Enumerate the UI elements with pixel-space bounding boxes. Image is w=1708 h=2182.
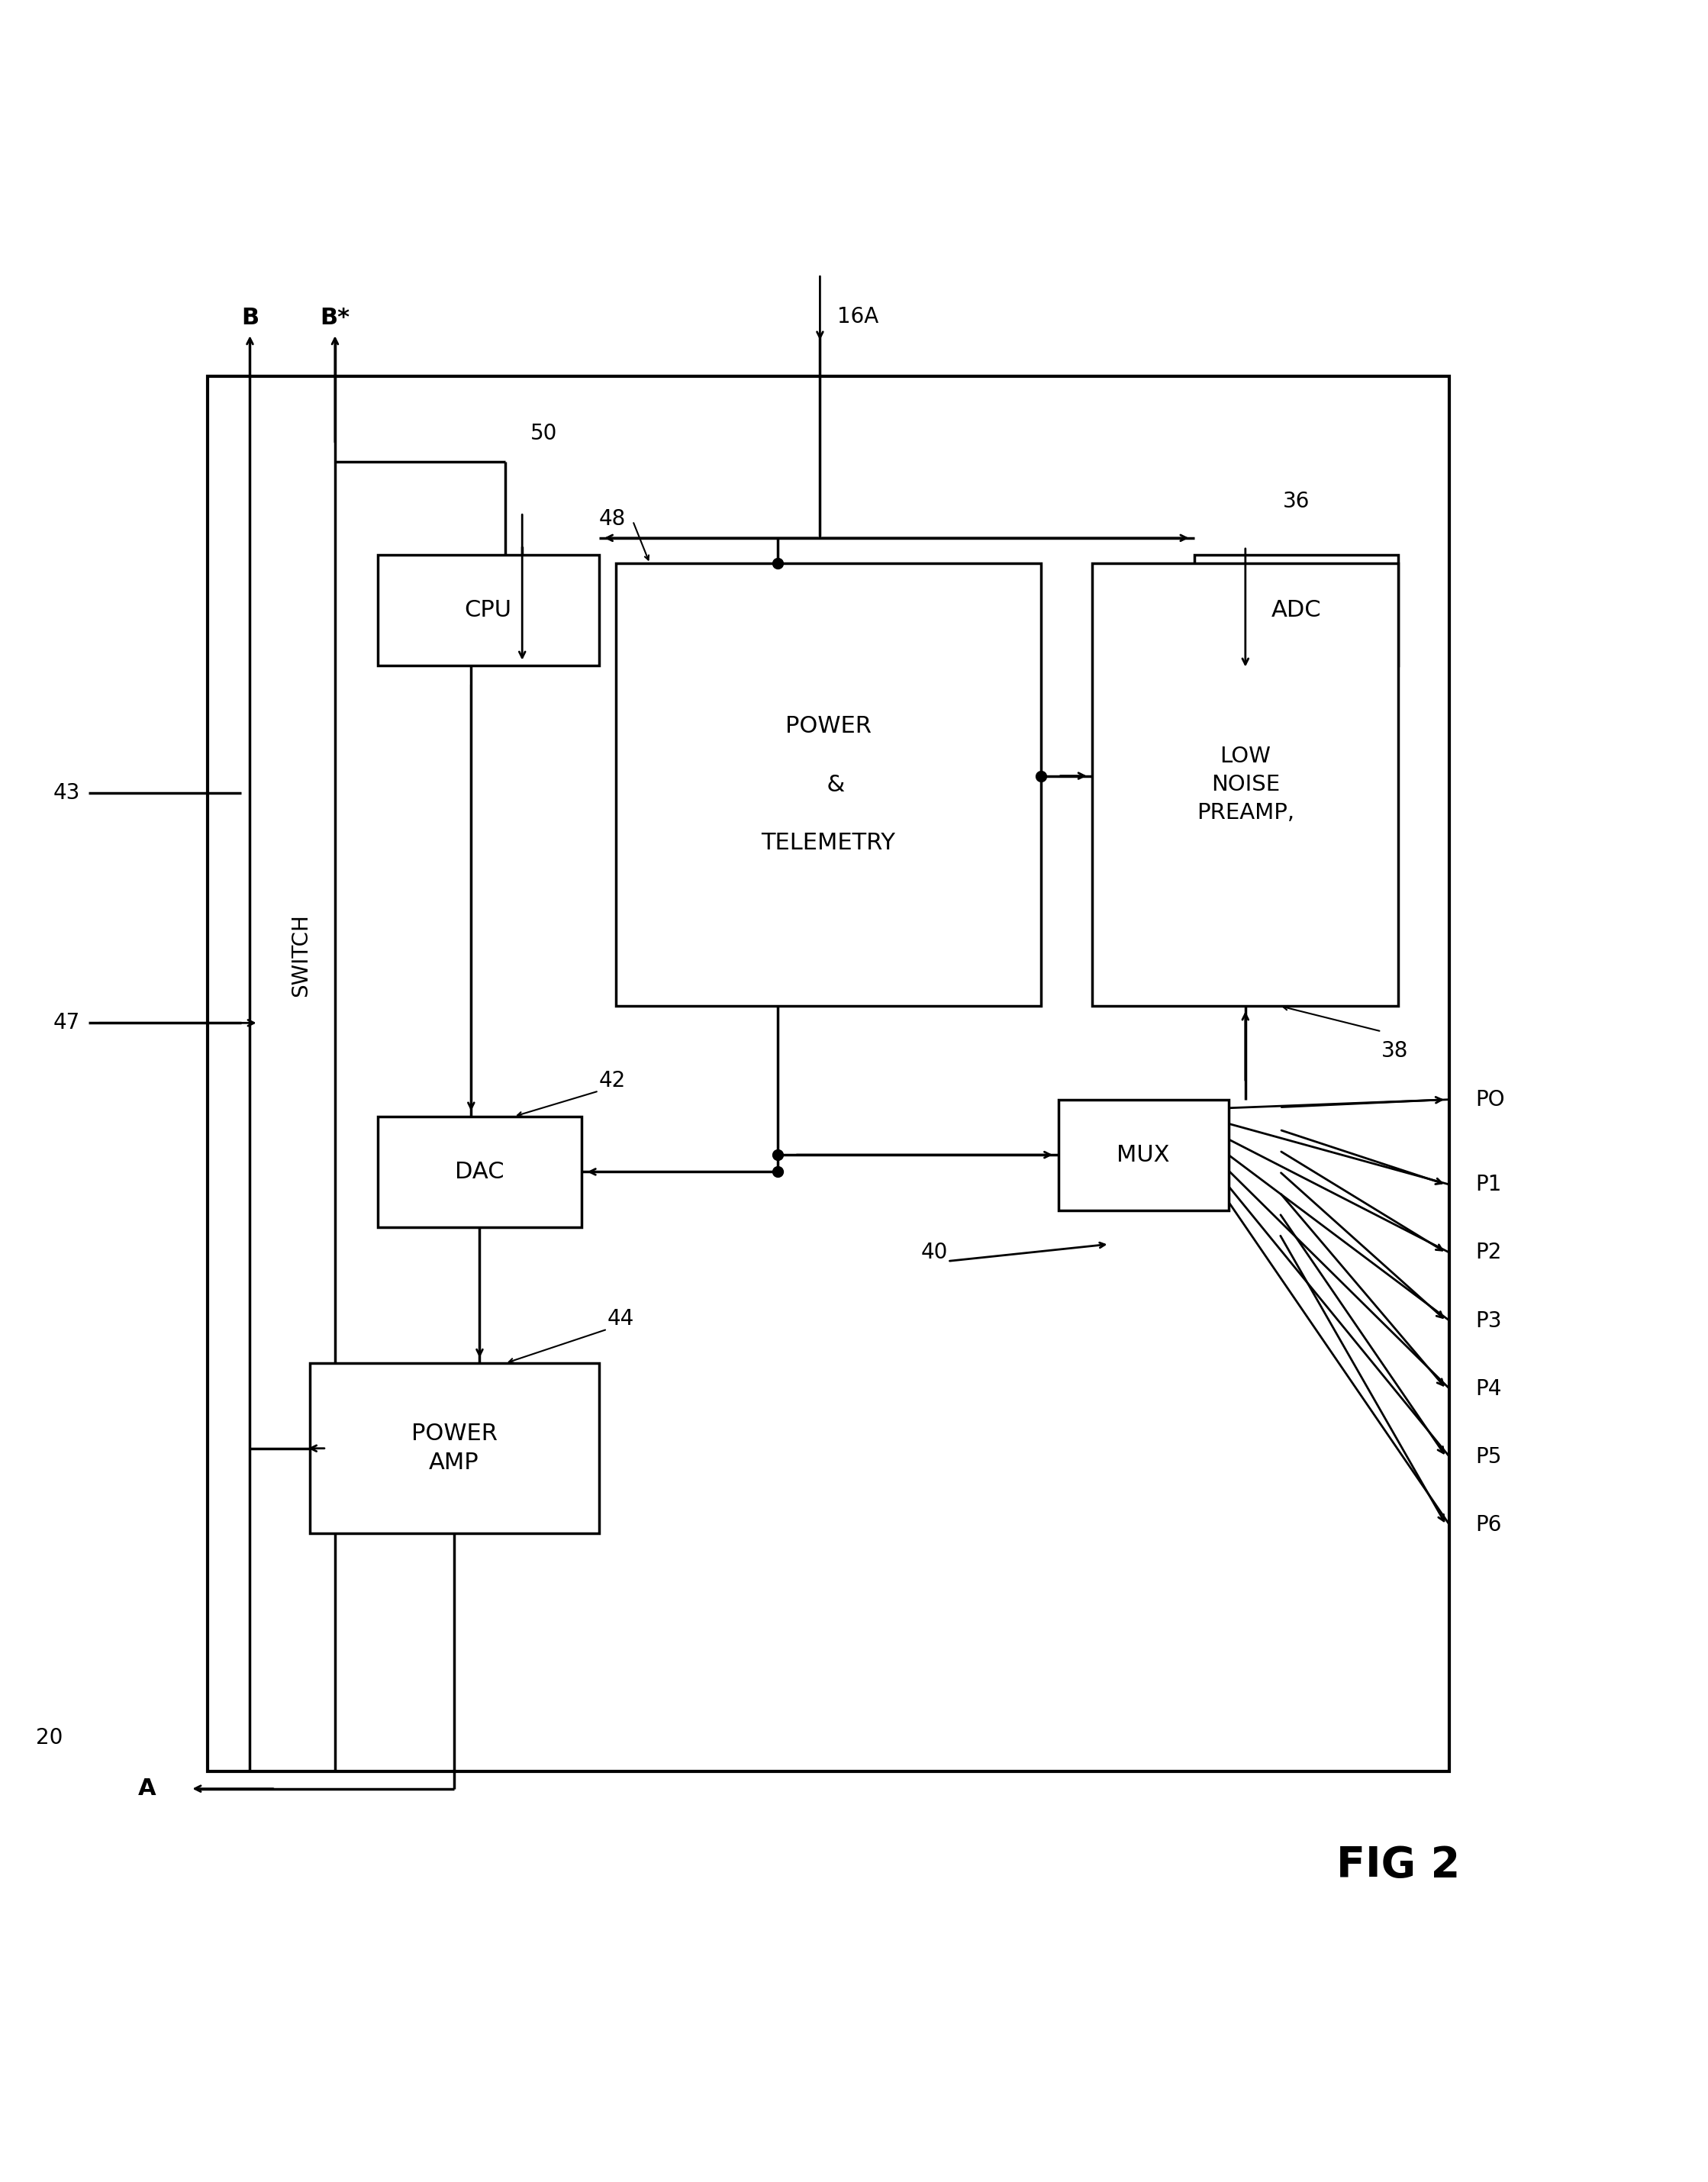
Text: FIG 2: FIG 2 (1337, 1844, 1460, 1885)
Text: SWITCH: SWITCH (290, 914, 311, 997)
Text: LOW
NOISE
PREAMP,: LOW NOISE PREAMP, (1197, 746, 1295, 823)
Text: 38: 38 (1382, 1041, 1409, 1060)
Text: 50: 50 (531, 423, 559, 445)
Bar (1091, 563, 1399, 1006)
Text: 20: 20 (36, 1726, 63, 1748)
Text: DAC: DAC (454, 1161, 504, 1183)
Text: P4: P4 (1476, 1379, 1501, 1399)
Text: 16A: 16A (837, 305, 878, 327)
Text: POWER
AMP: POWER AMP (412, 1423, 497, 1475)
Text: MUX: MUX (1117, 1143, 1170, 1165)
Text: P2: P2 (1476, 1242, 1501, 1263)
Text: 47: 47 (53, 1012, 80, 1034)
Bar (1059, 1100, 1228, 1211)
Bar (309, 1364, 600, 1534)
Bar (617, 563, 1042, 1006)
Text: P3: P3 (1476, 1309, 1501, 1331)
Bar (207, 375, 1450, 1772)
Text: POWER

  &

TELEMETRY: POWER & TELEMETRY (762, 716, 895, 853)
Text: B: B (241, 305, 258, 329)
Text: 42: 42 (600, 1069, 625, 1091)
Text: PO: PO (1476, 1089, 1505, 1111)
Text: ADC: ADC (1271, 600, 1322, 622)
Text: P6: P6 (1476, 1514, 1501, 1536)
Text: 44: 44 (608, 1307, 634, 1329)
Bar (377, 554, 600, 666)
Text: 48: 48 (600, 508, 625, 530)
Bar (377, 1117, 582, 1226)
Text: P5: P5 (1476, 1447, 1501, 1468)
Text: P1: P1 (1476, 1174, 1501, 1196)
Text: B*: B* (319, 305, 350, 329)
Text: A: A (138, 1778, 157, 1800)
Text: CPU: CPU (465, 600, 512, 622)
Text: 36: 36 (1283, 491, 1310, 513)
Text: 40: 40 (921, 1242, 948, 1263)
Bar (1194, 554, 1399, 666)
Text: 43: 43 (53, 783, 80, 803)
